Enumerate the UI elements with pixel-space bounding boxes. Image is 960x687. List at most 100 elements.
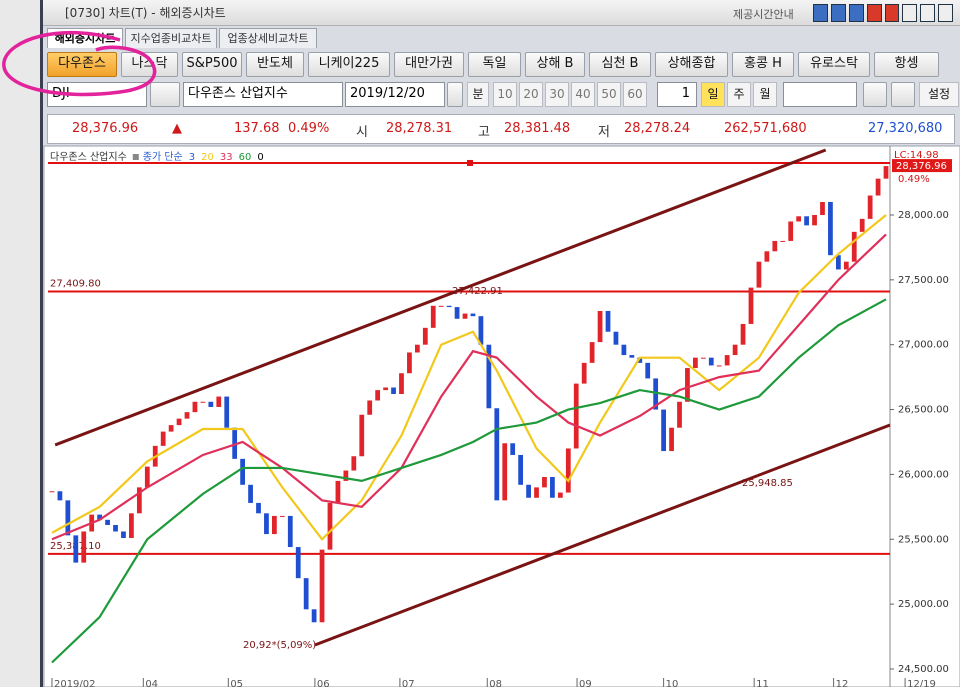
last-price-tag — [892, 159, 952, 173]
icon-button[interactable] — [813, 4, 828, 22]
x-tick-label: 09 — [579, 679, 592, 687]
x-tick-label: 10 — [666, 679, 679, 687]
candle — [399, 373, 404, 394]
candle — [295, 547, 301, 579]
market-button[interactable]: 유로스탁 — [798, 52, 870, 77]
calendar-button[interactable] — [447, 82, 463, 107]
maximize-button[interactable] — [920, 4, 936, 22]
icon-button[interactable] — [848, 4, 864, 22]
candle — [105, 519, 110, 525]
symbol-name: 다우존스 산업지수 — [183, 82, 343, 107]
candle — [867, 195, 873, 219]
market-button[interactable]: 독일 — [468, 52, 521, 77]
x-tick-label: 11 — [756, 679, 769, 687]
candle — [256, 502, 261, 514]
minimize-button[interactable] — [902, 4, 918, 22]
period-button[interactable]: 주 — [727, 82, 751, 107]
candle — [327, 502, 333, 550]
candle — [486, 344, 492, 409]
tool-button[interactable] — [863, 82, 887, 107]
quote-high: 28,381.48 — [504, 121, 571, 136]
icon-button[interactable] — [830, 4, 846, 22]
candle — [454, 307, 460, 319]
candle — [264, 513, 269, 535]
candle — [557, 492, 563, 498]
market-button[interactable]: 니케이225 — [308, 52, 390, 77]
market-button[interactable]: 상해 B — [525, 52, 585, 77]
market-button[interactable]: 반도체 — [246, 52, 304, 77]
last-price-label: 28,376.96 — [896, 161, 947, 172]
candle — [796, 216, 802, 222]
horizontal-line-label: 27,409.80 — [50, 279, 101, 290]
candle — [534, 487, 539, 498]
candle — [343, 470, 349, 481]
minute-button[interactable]: 분 — [467, 82, 489, 107]
candle — [319, 549, 325, 623]
date-field[interactable]: 2019/12/20 — [345, 82, 445, 107]
info-link[interactable]: 제공시간안내 — [733, 8, 794, 21]
minute-option[interactable]: 20 — [519, 82, 543, 107]
candle — [160, 431, 166, 446]
legend-entry: 60 — [239, 152, 252, 163]
market-button[interactable]: 심천 B — [589, 52, 651, 77]
candle — [168, 425, 174, 432]
candle — [605, 310, 611, 332]
minute-option[interactable]: 60 — [623, 82, 647, 107]
minute-option[interactable]: 40 — [571, 82, 595, 107]
candle — [311, 609, 317, 623]
market-button[interactable]: 상해종합 — [655, 52, 728, 77]
candle — [407, 352, 412, 374]
y-tick-label: 27,500.00 — [898, 275, 949, 286]
candle — [621, 344, 627, 356]
market-button[interactable]: S&P500 — [182, 52, 242, 77]
candle — [542, 477, 547, 488]
period-button[interactable]: 월 — [753, 82, 777, 107]
market-button[interactable]: 항셍 — [874, 52, 939, 77]
candle — [232, 427, 238, 459]
minute-option[interactable]: 30 — [545, 82, 569, 107]
candle — [835, 255, 841, 270]
y-tick-label: 28,000.00 — [898, 210, 949, 221]
quote-amount: 27,320,680 — [868, 121, 943, 136]
candle — [804, 216, 809, 226]
minute-option[interactable]: 10 — [493, 82, 517, 107]
annotation: 25,948.85 — [742, 478, 793, 489]
tab[interactable]: 업종상세비교차트 — [219, 28, 317, 48]
help-button[interactable] — [884, 4, 900, 22]
count-field[interactable]: 1 — [657, 82, 697, 107]
period-button[interactable]: 일 — [701, 82, 725, 107]
candle — [843, 261, 849, 270]
candle — [414, 344, 420, 353]
candle — [788, 221, 794, 241]
quote-low: 28,278.24 — [624, 121, 691, 136]
candle — [73, 535, 79, 563]
market-button[interactable]: 대만가권 — [394, 52, 464, 77]
x-tick-label: 12/19 — [907, 679, 936, 687]
candle — [748, 287, 754, 324]
annotation: 27,422.91 — [452, 286, 503, 297]
candle — [303, 578, 309, 610]
close-button[interactable] — [938, 4, 953, 22]
tool-button[interactable] — [891, 82, 915, 107]
quote-change: 137.68 — [234, 121, 280, 136]
candle — [200, 401, 206, 403]
candle — [192, 401, 198, 413]
market-button[interactable]: 홍콩 H — [732, 52, 794, 77]
candle — [550, 477, 555, 498]
quote-change-pct: 0.49% — [288, 121, 330, 136]
quote-last: 28,376.96 — [72, 121, 139, 136]
candle — [335, 480, 341, 503]
settings-button[interactable]: 설정 — [919, 82, 959, 107]
candle — [121, 531, 126, 538]
candle — [589, 342, 595, 363]
candle — [57, 491, 63, 501]
toolbar: DJI 다우존스 산업지수 2019/12/20 분 10 20 30 40 50 60 1 일 주 월 설… — [47, 82, 959, 108]
icon-button[interactable] — [866, 4, 882, 22]
x-tick-label: 06 — [317, 679, 330, 687]
candle — [49, 491, 55, 493]
minute-option[interactable]: 50 — [597, 82, 621, 107]
quote-open-label: 시 — [356, 125, 368, 140]
quote-low-label: 저 — [598, 125, 610, 140]
candle — [780, 240, 786, 242]
moving-average-line — [51, 298, 887, 664]
